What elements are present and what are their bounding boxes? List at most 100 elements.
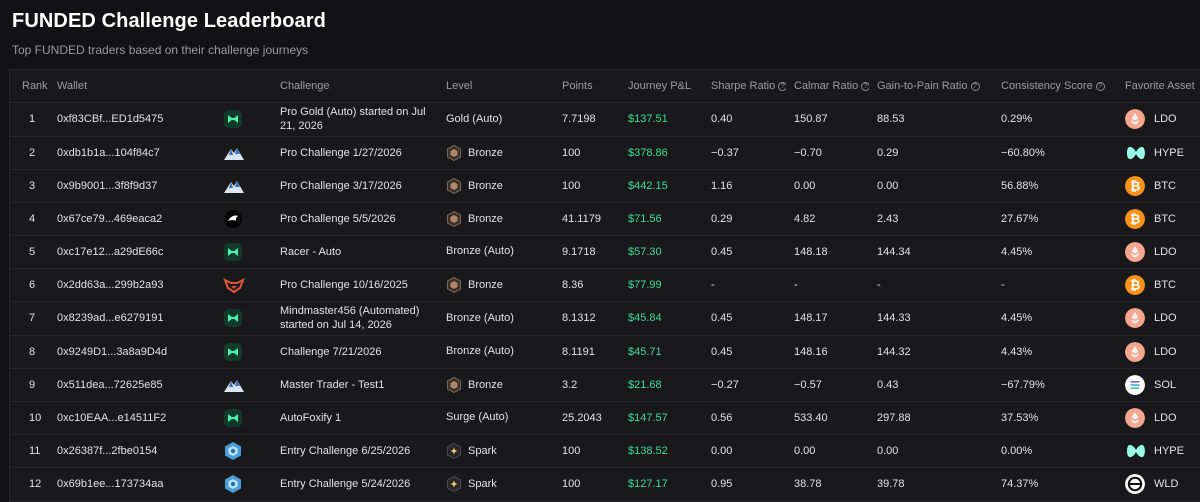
logo-cell bbox=[215, 434, 272, 468]
col-header-challenge[interactable]: Challenge bbox=[272, 70, 438, 103]
table-row[interactable]: 12 0x69b1ee...173734aa Entry Challenge 5/2… bbox=[10, 467, 1200, 501]
col-header-pnl[interactable]: Journey P&L bbox=[620, 70, 703, 103]
col-header-calmar[interactable]: Calmar Ratio? bbox=[786, 70, 869, 103]
col-header-gain-to-pain[interactable]: Gain-to-Pain Ratio? bbox=[869, 70, 993, 103]
wallet-cell[interactable]: 0xdb1b1a...104f84c7 bbox=[49, 136, 215, 170]
pnl-cell: $127.17 bbox=[620, 467, 703, 501]
ldo-icon bbox=[1125, 109, 1145, 129]
wallet-cell[interactable]: 0x69b1ee...173734aa bbox=[49, 467, 215, 501]
challenge-cell[interactable]: Pro Gold (Auto) started on Jul 21, 2026 bbox=[272, 102, 438, 137]
logo-cell bbox=[215, 467, 272, 501]
challenge-cell[interactable]: AutoFoxify 1 bbox=[272, 401, 438, 435]
bronze-badge-icon bbox=[446, 210, 462, 227]
col-header-wallet[interactable]: Wallet bbox=[49, 70, 215, 103]
table-row[interactable]: 1 0xf83CBf...ED1d5475 Pro Gold (Auto) star… bbox=[10, 102, 1200, 137]
asset-cell: LDO bbox=[1117, 235, 1200, 269]
asset-cell: HYPE bbox=[1117, 434, 1200, 468]
wallet-cell[interactable]: 0x67ce79...469eaca2 bbox=[49, 202, 215, 236]
ldo-icon bbox=[1125, 407, 1145, 428]
table-row[interactable]: 8 0x9249D1...3a8a9D4d Challenge 7/21/2026 B… bbox=[10, 335, 1200, 369]
consistency-cell: 37.53% bbox=[993, 401, 1117, 435]
gain-to-pain-cell: 144.32 bbox=[869, 335, 993, 369]
table-row[interactable]: 5 0xc17e12...a29dE66c Racer - Auto Bronze (… bbox=[10, 235, 1200, 269]
level-label: Bronze (Auto) bbox=[446, 345, 514, 358]
help-icon[interactable]: ? bbox=[861, 81, 869, 91]
rank-cell: 1 bbox=[10, 102, 49, 137]
table-row[interactable]: 2 0xdb1b1a...104f84c7 Pro Challenge 1/27/2… bbox=[10, 136, 1200, 170]
col-header-asset[interactable]: Favorite Asset bbox=[1117, 70, 1200, 103]
level-label: Gold (Auto) bbox=[446, 113, 503, 126]
rank-cell: 11 bbox=[10, 434, 49, 468]
page-subtitle: Top FUNDED traders based on their challe… bbox=[12, 43, 309, 57]
table-row[interactable]: 10 0xc10EAA...e14511F2 AutoFoxify 1 Surge (… bbox=[10, 401, 1200, 435]
challenge-cell[interactable]: Pro Challenge 5/5/2026 bbox=[272, 202, 438, 236]
leaderboard-table-container[interactable]: Rank Wallet Challenge Level Points Journ… bbox=[9, 69, 1200, 502]
help-icon[interactable]: ? bbox=[778, 81, 786, 91]
challenge-cell[interactable]: Pro Challenge 1/27/2026 bbox=[272, 136, 438, 170]
table-row[interactable]: 4 0x67ce79...469eaca2 Pro Challenge 5/5/20… bbox=[10, 202, 1200, 236]
col-header-consistency-label: Consistency Score bbox=[1001, 79, 1093, 92]
points-cell: 100 bbox=[554, 467, 620, 501]
challenge-cell[interactable]: Entry Challenge 6/25/2026 bbox=[272, 434, 438, 468]
sharpe-cell: 0.45 bbox=[703, 301, 786, 336]
col-header-sharpe[interactable]: Sharpe Ratio? bbox=[703, 70, 786, 103]
wallet-cell[interactable]: 0xc17e12...a29dE66c bbox=[49, 235, 215, 269]
ldo-icon bbox=[1125, 341, 1145, 362]
asset-symbol: LDO bbox=[1154, 411, 1177, 424]
table-row[interactable]: 3 0x9b9001...3f8f9d37 Pro Challenge 3/17/2… bbox=[10, 169, 1200, 203]
rank-cell: 9 bbox=[10, 368, 49, 402]
wallet-cell[interactable]: 0x9b9001...3f8f9d37 bbox=[49, 169, 215, 203]
gain-to-pain-cell: - bbox=[869, 268, 993, 302]
challenge-cell[interactable]: Entry Challenge 5/24/2026 bbox=[272, 467, 438, 501]
points-cell: 8.1191 bbox=[554, 335, 620, 369]
mountain-logo-icon bbox=[223, 176, 244, 196]
challenge-cell[interactable]: Master Trader - Test1 bbox=[272, 368, 438, 402]
col-header-points[interactable]: Points bbox=[554, 70, 620, 103]
help-icon[interactable]: ? bbox=[1095, 81, 1105, 91]
rank-cell: 7 bbox=[10, 301, 49, 336]
svg-text:₿: ₿ bbox=[1130, 277, 1141, 292]
pnl-cell: $21.68 bbox=[620, 368, 703, 402]
wallet-cell[interactable]: 0xc10EAA...e14511F2 bbox=[49, 401, 215, 435]
col-header-gain-to-pain-label: Gain-to-Pain Ratio bbox=[877, 79, 968, 92]
pnl-cell: $442.15 bbox=[620, 169, 703, 203]
pnl-cell: $45.71 bbox=[620, 335, 703, 369]
level-label: Spark bbox=[468, 444, 497, 457]
wallet-cell[interactable]: 0x26387f...2fbe0154 bbox=[49, 434, 215, 468]
challenge-cell[interactable]: Mindmaster456 (Automated) started on Jul… bbox=[272, 301, 438, 336]
sharpe-cell: 0.45 bbox=[703, 235, 786, 269]
asset-cell: LDO bbox=[1117, 335, 1200, 369]
funded-logo-icon bbox=[223, 109, 243, 129]
level-label: Bronze (Auto) bbox=[446, 245, 514, 258]
challenge-cell[interactable]: Pro Challenge 10/16/2025 bbox=[272, 268, 438, 302]
pnl-cell: $138.52 bbox=[620, 434, 703, 468]
help-icon[interactable]: ? bbox=[970, 81, 980, 91]
wallet-cell[interactable]: 0x9249D1...3a8a9D4d bbox=[49, 335, 215, 369]
level-cell: Bronze bbox=[438, 368, 554, 402]
wallet-cell[interactable]: 0xf83CBf...ED1d5475 bbox=[49, 102, 215, 137]
level-label: Spark bbox=[468, 477, 497, 490]
challenge-cell[interactable]: Racer - Auto bbox=[272, 235, 438, 269]
consistency-cell: 56.88% bbox=[993, 169, 1117, 203]
bronze-badge-icon bbox=[446, 376, 462, 393]
col-header-rank[interactable]: Rank bbox=[10, 70, 49, 103]
table-row[interactable]: 6 0x2dd63a...299b2a93 Pro Challenge 10/16/… bbox=[10, 268, 1200, 302]
rank-cell: 6 bbox=[10, 268, 49, 302]
challenge-cell[interactable]: Pro Challenge 3/17/2026 bbox=[272, 169, 438, 203]
wallet-cell[interactable]: 0x8239ad...e6279191 bbox=[49, 301, 215, 336]
bird-logo-icon bbox=[223, 209, 243, 229]
col-header-consistency[interactable]: Consistency Score? bbox=[993, 70, 1117, 103]
wallet-cell[interactable]: 0x511dea...72625e85 bbox=[49, 368, 215, 402]
hype-icon bbox=[1125, 441, 1145, 461]
wallet-cell[interactable]: 0x2dd63a...299b2a93 bbox=[49, 268, 215, 302]
table-row[interactable]: 11 0x26387f...2fbe0154 Entry Challenge 6/2… bbox=[10, 434, 1200, 468]
mountain-logo-icon bbox=[223, 143, 244, 163]
challenge-cell[interactable]: Challenge 7/21/2026 bbox=[272, 335, 438, 369]
table-row[interactable]: 7 0x8239ad...e6279191 Mindmaster456 (Autom… bbox=[10, 301, 1200, 336]
table-row[interactable]: 9 0x511dea...72625e85 Master Trader - Test… bbox=[10, 368, 1200, 402]
logo-cell bbox=[215, 102, 272, 137]
col-header-level[interactable]: Level bbox=[438, 70, 554, 103]
btc-icon: ₿ bbox=[1125, 274, 1145, 295]
btc-icon: ₿ bbox=[1125, 175, 1145, 196]
points-cell: 8.1312 bbox=[554, 301, 620, 336]
